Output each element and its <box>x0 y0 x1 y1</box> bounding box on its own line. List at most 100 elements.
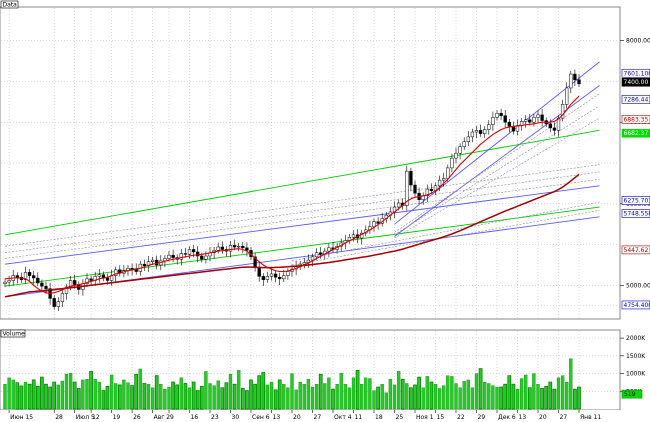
volume-bar <box>323 383 327 410</box>
volume-bar <box>503 383 508 410</box>
time-axis-labels: Июн 15 28 Июл 512 19 26 Авг 2 9 16 23 30 Сен 6 13 20… <box>8 410 601 421</box>
volume-bar <box>331 388 335 410</box>
volume-bar <box>446 375 450 410</box>
volume-bar <box>48 386 52 410</box>
candle-down <box>409 170 413 186</box>
candle-up <box>442 178 446 181</box>
volume-tab[interactable] <box>0 329 26 338</box>
price-tag-box <box>621 300 650 310</box>
channel-line <box>4 206 600 287</box>
price-tag-label: 5748.5589 <box>624 211 650 218</box>
volume-bar <box>339 373 343 410</box>
price-tab[interactable] <box>0 0 19 9</box>
volume-bar <box>335 384 339 410</box>
time-tick-label: Окт 4 <box>334 414 352 421</box>
candle-down <box>429 188 434 191</box>
volume-bar <box>376 386 380 410</box>
volume-bar <box>216 380 220 410</box>
candle-up <box>179 253 183 260</box>
time-tick-label: 23 <box>211 414 219 421</box>
price-candles <box>3 69 581 311</box>
volume-bar <box>179 377 183 410</box>
channel-line <box>4 185 600 265</box>
candle-down <box>196 251 200 257</box>
volume-bar <box>343 384 347 410</box>
time-tick-label: 26 <box>133 414 141 421</box>
volume-bar <box>93 379 97 410</box>
volume-bar <box>277 379 282 410</box>
candle-up <box>7 280 11 283</box>
volume-bar <box>52 381 57 410</box>
price-tag-box <box>621 128 650 138</box>
volume-bar <box>499 386 503 410</box>
volume-bar <box>290 373 294 410</box>
price-tag-label: 5447.62 <box>624 247 649 254</box>
volume-bar <box>536 384 540 410</box>
candle-down <box>200 255 204 260</box>
candle-up <box>327 247 331 252</box>
candle-up <box>536 114 540 118</box>
volume-bar <box>19 385 24 410</box>
volume-bar <box>89 371 93 410</box>
candle-up <box>314 252 319 258</box>
candle-down <box>528 119 532 123</box>
sma-fast-line <box>4 95 580 295</box>
candle-down <box>503 115 507 123</box>
time-tick-label: 22 <box>457 414 465 421</box>
time-tick-label: Сен 6 <box>252 414 270 421</box>
panel-divider[interactable] <box>0 320 650 329</box>
moving-averages <box>4 95 580 298</box>
volume-bar <box>495 386 499 410</box>
candle-up <box>565 87 569 105</box>
volume-bar <box>286 387 290 410</box>
candle-up <box>237 245 241 248</box>
candle-up <box>396 202 401 208</box>
price-tags: 7601.100 7400.00 7286.4416 6883.35 6682.37 62… <box>621 68 650 310</box>
candle-down <box>413 184 417 194</box>
volume-last-tag-label: 519 <box>624 391 636 398</box>
price-tick-label: 8000.00 <box>626 38 650 45</box>
volume-bar <box>527 387 532 410</box>
volume-bar <box>577 386 581 410</box>
volume-bar <box>327 377 331 410</box>
volume-bar <box>224 382 229 410</box>
candle-up <box>187 249 192 255</box>
candle-down <box>52 298 56 307</box>
time-tick-label: 16 <box>191 414 199 421</box>
volume-bar <box>126 382 130 410</box>
volume-bar <box>364 377 368 410</box>
volume-bar <box>228 374 233 410</box>
volume-bar <box>253 383 257 410</box>
channel-line <box>291 201 600 262</box>
volume-axis: 2000K1500K1000K500K519 <box>620 335 646 399</box>
volume-tick-label: 2000K <box>626 335 646 342</box>
candle-down <box>40 282 44 287</box>
candle-down <box>376 221 380 224</box>
volume-bar <box>35 385 40 410</box>
candle-up <box>351 234 356 238</box>
volume-bar <box>64 374 69 410</box>
time-tick-label: Июл 5 <box>76 414 95 421</box>
time-tick-label: 15 <box>437 414 445 421</box>
candle-up <box>569 73 573 89</box>
volume-bar <box>474 373 479 410</box>
volume-bar <box>470 387 475 410</box>
candle-up <box>437 179 442 187</box>
volume-bar <box>400 378 405 410</box>
volume-bar <box>105 385 110 410</box>
candle-up <box>23 272 28 280</box>
volume-bar <box>347 387 352 410</box>
volume-bar <box>150 387 155 410</box>
price-tag-label: 6883.35 <box>624 116 649 123</box>
volume-bar <box>306 379 311 410</box>
volume-bar <box>442 385 446 410</box>
volume-bar <box>405 383 409 410</box>
candle-down <box>319 252 323 255</box>
volume-bar <box>76 388 81 410</box>
candle-up <box>167 254 171 259</box>
volume-bar <box>519 378 524 410</box>
volume-bar <box>40 376 44 410</box>
volume-bar <box>167 386 171 410</box>
volume-bar <box>433 384 438 410</box>
time-tick-label: 12 <box>92 414 100 421</box>
